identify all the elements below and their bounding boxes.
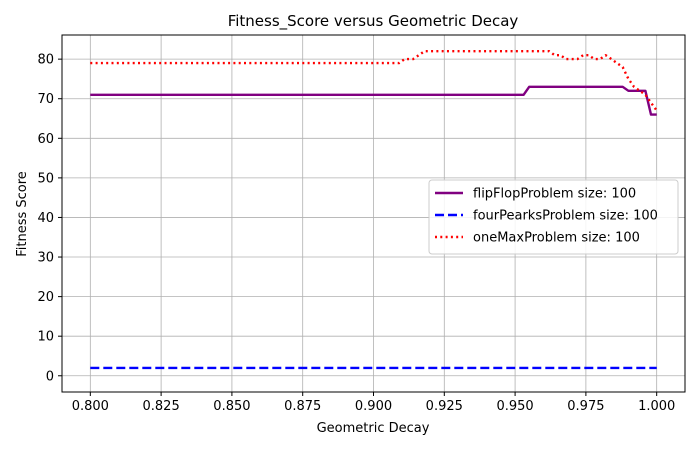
legend-label: oneMaxProblem size: 100 — [473, 231, 640, 246]
x-tick-label: 0.900 — [355, 399, 392, 414]
x-axis: 0.800 0.825 0.850 0.875 0.900 0.925 0.950 0.975… — [72, 392, 675, 414]
x-tick-label: 0.925 — [426, 399, 463, 414]
legend-box — [428, 179, 679, 255]
y-axis-label: Fitness Score — [15, 171, 30, 257]
x-axis-label: Geometric Decay — [317, 421, 430, 436]
x-tick-label: 0.825 — [143, 399, 180, 414]
x-tick-label: 0.850 — [213, 399, 250, 414]
legend-label: flipFlopProblem size: 100 — [473, 187, 636, 202]
y-tick-label: 50 — [37, 171, 54, 186]
y-tick-label: 60 — [37, 132, 54, 147]
y-tick-label: 10 — [37, 330, 54, 345]
x-tick-label: 1.000 — [638, 399, 675, 414]
y-tick-label: 0 — [46, 369, 54, 384]
legend-label: fourPearksProblem size: 100 — [473, 209, 658, 224]
y-tick-label: 30 — [37, 251, 54, 266]
legend: flipFlopProblem size: 100 fourPearksProbl… — [428, 179, 679, 255]
x-tick-label: 0.800 — [72, 399, 109, 414]
chart-title: Fitness_Score versus Geometric Decay — [228, 12, 519, 31]
y-tick-label: 40 — [37, 211, 54, 226]
y-tick-label: 80 — [37, 53, 54, 68]
x-tick-label: 0.875 — [284, 399, 321, 414]
y-axis: 0 10 20 30 40 50 60 70 80 — [37, 53, 62, 384]
y-tick-label: 20 — [37, 290, 54, 305]
y-tick-label: 70 — [37, 92, 54, 107]
x-tick-label: 0.950 — [496, 399, 533, 414]
x-tick-label: 0.975 — [567, 399, 604, 414]
series-layer — [90, 50, 658, 370]
